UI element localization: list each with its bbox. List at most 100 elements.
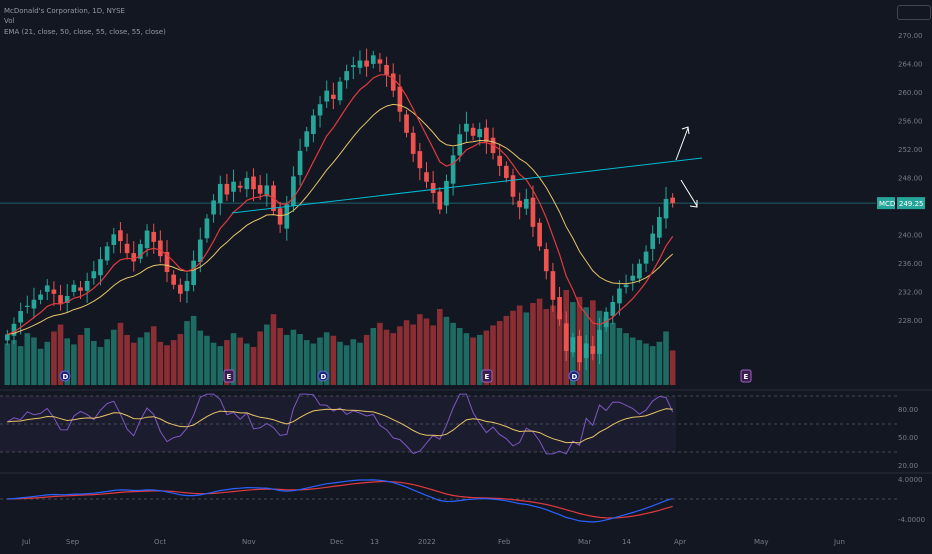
candle-body <box>44 285 50 292</box>
volume-bar <box>476 334 483 385</box>
candle-body <box>464 123 469 132</box>
volume-bar <box>224 340 230 385</box>
time-axis-tick: Jun <box>833 538 845 546</box>
event-marker-label: E <box>744 373 749 381</box>
candle-body <box>530 197 536 227</box>
candle-body <box>430 183 436 193</box>
volume-bar <box>456 328 463 385</box>
candle-body <box>357 60 363 68</box>
volume-bar <box>11 340 17 385</box>
candle-body <box>51 289 57 294</box>
candle-body <box>264 185 270 197</box>
candle-body <box>38 294 43 300</box>
candle-body <box>497 155 503 166</box>
candle-body <box>277 208 283 225</box>
volume-bar <box>616 328 623 385</box>
volume-bar <box>656 341 663 385</box>
volume-bar <box>124 334 130 385</box>
candle-body <box>424 172 429 182</box>
rsi-axis-tick: 80.00 <box>898 406 918 414</box>
volume-bar <box>204 335 210 385</box>
volume-bar <box>496 321 503 385</box>
candle-body <box>557 297 562 320</box>
price-axis-tick: 232.00 <box>898 289 923 297</box>
candle-body <box>64 296 70 303</box>
candle-body <box>617 288 622 304</box>
candle-body <box>324 90 330 102</box>
volume-bar <box>390 333 397 385</box>
time-axis-tick: Dec <box>330 538 344 546</box>
candle-body <box>384 64 389 75</box>
volume-bar <box>669 350 676 385</box>
candle-body <box>570 337 576 353</box>
volume-bar <box>190 315 197 385</box>
volume-bar <box>503 315 510 385</box>
volume-bar <box>350 339 357 385</box>
volume-bar <box>64 338 71 385</box>
volume-bar <box>57 324 64 385</box>
candle-body <box>550 271 556 300</box>
candle-body <box>510 175 516 197</box>
down-arrow-icon <box>680 179 698 208</box>
earnings-marker <box>481 369 493 383</box>
event-marker-label: D <box>572 373 578 381</box>
candle-body <box>244 177 250 190</box>
time-axis-tick: Apr <box>674 538 686 546</box>
candle-body <box>104 246 110 261</box>
candle-body <box>331 94 336 99</box>
candle-body <box>583 343 589 359</box>
candle-body <box>58 295 63 305</box>
candle-body <box>484 127 489 142</box>
volume-bar <box>91 340 97 385</box>
time-axis-tick: Feb <box>498 538 511 546</box>
candle-body <box>563 323 569 351</box>
candle-body <box>78 287 83 291</box>
candle-body <box>397 86 403 112</box>
rsi-axis-tick: 50.00 <box>898 434 918 442</box>
candle-body <box>197 239 203 263</box>
candle-body <box>543 249 549 272</box>
time-axis-tick: Sep <box>66 538 80 546</box>
volume-bar <box>377 322 383 385</box>
dividend-marker <box>59 370 71 382</box>
time-axis-tick: Nov <box>242 538 256 546</box>
candle-body <box>191 260 196 286</box>
rsi-ma-line <box>7 408 673 444</box>
candle-body <box>623 284 629 288</box>
candle-body <box>537 222 542 247</box>
volume-bar <box>237 337 243 385</box>
candle-body <box>377 59 383 64</box>
dividend-marker <box>568 370 580 382</box>
price-axis-tick: 270.00 <box>898 32 923 40</box>
volume-bar <box>4 343 11 385</box>
macd-axis-tick: -4.0000 <box>898 516 925 524</box>
volume-bar <box>277 328 283 385</box>
candle-body <box>643 251 649 264</box>
volume-bar <box>177 334 184 385</box>
candle-body <box>350 65 356 68</box>
volume-bar <box>184 321 190 385</box>
volume-bar <box>636 340 643 385</box>
candle-body <box>297 150 303 176</box>
volume-bar <box>264 324 270 385</box>
candle-body <box>111 234 117 246</box>
candle-body <box>337 81 343 101</box>
volume-bar <box>217 346 224 385</box>
candle-body <box>211 200 216 215</box>
volume-bar <box>523 312 530 385</box>
candle-body <box>630 275 636 281</box>
candle-body <box>91 271 97 279</box>
volume-bar <box>450 322 456 385</box>
volume-bar <box>104 339 110 385</box>
candle-body <box>224 183 230 195</box>
candle-body <box>184 280 190 292</box>
search-input[interactable] <box>897 5 931 20</box>
volume-bar <box>483 330 490 385</box>
candle-body <box>231 181 236 192</box>
volume-bar <box>623 333 629 385</box>
volume-bar <box>157 341 164 385</box>
dividend-marker <box>317 370 329 382</box>
candle-body <box>158 240 163 257</box>
